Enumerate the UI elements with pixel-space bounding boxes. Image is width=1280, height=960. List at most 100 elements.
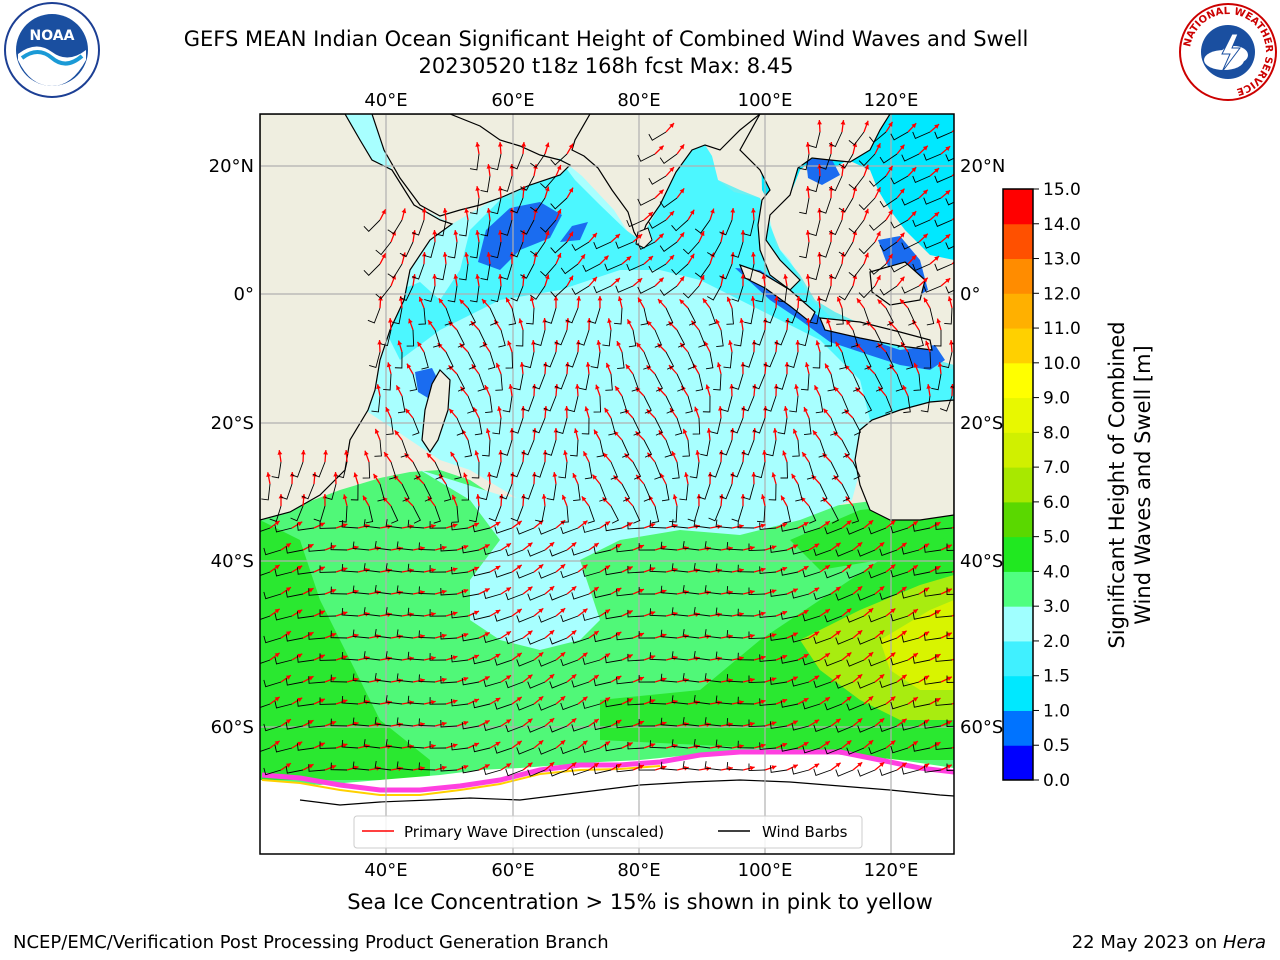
lat-right-label: 20°N bbox=[960, 156, 1005, 177]
wave-arrow-head bbox=[803, 742, 809, 747]
wind-barb bbox=[874, 373, 884, 392]
wave-arrow-head bbox=[771, 633, 777, 638]
wind-barb bbox=[923, 721, 942, 729]
wind-barb bbox=[440, 675, 458, 684]
wind-barb bbox=[510, 153, 524, 170]
wind-barb bbox=[648, 219, 667, 229]
wind-barb bbox=[263, 547, 282, 556]
wind-barb bbox=[676, 373, 685, 392]
wind-barb bbox=[494, 614, 513, 622]
wave-arrow-head bbox=[441, 589, 447, 595]
wind-barb bbox=[813, 724, 832, 732]
wind-barb bbox=[627, 653, 645, 662]
wind-barb bbox=[487, 351, 496, 370]
wave-arrow-head bbox=[627, 742, 633, 747]
wave-arrow-head bbox=[441, 765, 447, 771]
wind-barb bbox=[560, 570, 579, 579]
wave-arrow-head bbox=[679, 144, 685, 150]
wind-barb bbox=[544, 439, 557, 456]
wind-barb bbox=[516, 571, 535, 579]
wind-barb bbox=[330, 674, 348, 683]
wave-arrow-head bbox=[679, 232, 685, 238]
wind-barb bbox=[868, 615, 887, 623]
colorbar-swatch bbox=[1003, 501, 1033, 538]
wind-barb bbox=[806, 461, 815, 480]
wave-arrow-head bbox=[544, 186, 550, 192]
wind-barb bbox=[407, 739, 425, 749]
wind-barb bbox=[505, 351, 514, 369]
wind-barb bbox=[934, 263, 953, 271]
wind-barb bbox=[296, 743, 315, 751]
wind-barb bbox=[824, 747, 843, 755]
wave-arrow-head bbox=[627, 319, 632, 325]
wind-barb bbox=[367, 307, 381, 324]
wave-arrow-head bbox=[803, 407, 809, 413]
wave-arrow-head bbox=[541, 494, 547, 499]
wind-barb bbox=[659, 197, 678, 209]
wave-arrow-head bbox=[911, 255, 917, 261]
wind-barb bbox=[660, 717, 678, 727]
wind-barb bbox=[693, 695, 711, 705]
wind-barb bbox=[715, 519, 733, 529]
wave-arrow-head bbox=[679, 276, 685, 282]
wave-arrow-head bbox=[616, 631, 622, 637]
wind-barb bbox=[582, 263, 601, 273]
wave-arrow-head bbox=[805, 186, 811, 191]
wave-arrow-head bbox=[583, 451, 588, 457]
wind-barb bbox=[464, 439, 473, 458]
wave-arrow-head bbox=[924, 543, 930, 549]
wave-arrow-head bbox=[647, 320, 652, 326]
wind-barb bbox=[850, 329, 859, 348]
wind-barb bbox=[380, 329, 392, 347]
wind-barb bbox=[502, 395, 513, 413]
wind-barb bbox=[660, 541, 678, 551]
wind-barb bbox=[704, 541, 722, 551]
wind-barb bbox=[923, 545, 942, 553]
wave-arrow-head bbox=[593, 675, 599, 680]
wave-arrow-head bbox=[899, 299, 905, 304]
wind-barb bbox=[571, 548, 590, 556]
wave-arrow-head bbox=[760, 567, 766, 573]
wind-barb bbox=[933, 329, 942, 347]
wave-arrow-head bbox=[924, 587, 930, 593]
wind-barb bbox=[704, 717, 722, 727]
wave-arrow-head bbox=[782, 450, 787, 456]
wave-arrow-head bbox=[430, 567, 436, 573]
footer-date: 22 May 2023 on Hera bbox=[1072, 932, 1266, 953]
wind-barb bbox=[671, 651, 689, 661]
wave-arrow-head bbox=[297, 565, 303, 571]
wave-arrow-head bbox=[868, 520, 874, 525]
wind-barb bbox=[480, 175, 491, 193]
wave-arrow-head bbox=[864, 208, 869, 214]
wave-arrow-head bbox=[890, 608, 896, 614]
wind-barb bbox=[775, 373, 788, 390]
wind-barb bbox=[809, 219, 821, 237]
wind-barb bbox=[939, 395, 953, 412]
wave-arrow-head bbox=[958, 743, 963, 747]
arabia-land bbox=[371, 114, 572, 217]
wave-arrow-head bbox=[922, 189, 928, 195]
wave-arrow-head bbox=[956, 124, 961, 129]
wind-barb bbox=[857, 637, 876, 645]
wind-barb bbox=[396, 673, 414, 683]
wave-arrow-head bbox=[876, 275, 881, 281]
wave-arrow-head bbox=[308, 676, 314, 681]
wind-barb bbox=[616, 632, 634, 641]
wind-barb bbox=[812, 351, 821, 369]
wind-barb bbox=[637, 197, 656, 206]
wave-arrow-head bbox=[958, 611, 963, 615]
wave-arrow-head bbox=[421, 208, 427, 213]
wave-arrow-head bbox=[441, 721, 447, 727]
wind-barb bbox=[906, 351, 914, 370]
wind-barb bbox=[631, 373, 639, 392]
wave-arrow-head bbox=[901, 718, 907, 724]
wind-barb bbox=[554, 329, 568, 346]
nws-logo-icon: NATIONAL WEATHER SERVICE bbox=[1176, 0, 1280, 104]
wind-barb bbox=[934, 175, 953, 183]
wave-arrow-head bbox=[595, 384, 600, 390]
wave-arrow-head bbox=[760, 699, 766, 705]
africa-land bbox=[260, 114, 454, 521]
wind-barb bbox=[377, 483, 385, 502]
wind-barb bbox=[560, 746, 579, 755]
wind-barb bbox=[263, 635, 282, 644]
